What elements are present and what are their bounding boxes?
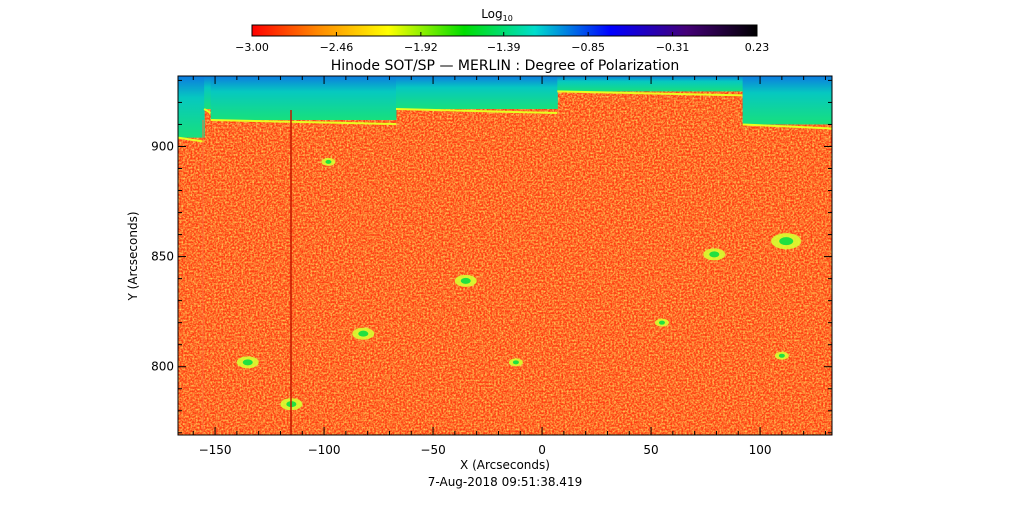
x-tick-label: 50 <box>643 443 658 457</box>
chart-title: Hinode SOT/SP — MERLIN : Degree of Polar… <box>331 58 680 74</box>
y-axis: 800 850 900 <box>151 79 832 434</box>
x-tick-label: −50 <box>420 443 445 457</box>
x-axis: −150 −100 −50 0 50 100 <box>192 76 826 457</box>
colorbar-tick-label: −1.39 <box>487 41 521 54</box>
polarization-patch-core <box>778 353 785 358</box>
limb-edge <box>203 108 212 114</box>
off-limb-segment <box>557 76 744 92</box>
off-limb-segment <box>210 76 397 121</box>
off-limb-segment <box>742 76 832 125</box>
y-tick-label: 800 <box>151 360 174 374</box>
limb-edge <box>742 123 832 130</box>
x-tick-label: 100 <box>749 443 772 457</box>
y-tick-label: 850 <box>151 250 174 264</box>
colorbar-label-main: Log <box>481 7 502 21</box>
colorbar-tick-label: −2.46 <box>320 41 354 54</box>
y-tick-label: 900 <box>151 139 174 153</box>
limb-edge <box>210 119 397 126</box>
polarization-patch-core <box>709 251 720 258</box>
colorbar-tick-label: −0.85 <box>571 41 605 54</box>
timestamp: 7-Aug-2018 09:51:38.419 <box>428 475 582 489</box>
polarization-patch-core <box>242 359 253 366</box>
colorbar-tick-label: −3.00 <box>235 41 269 54</box>
off-limb-segment <box>204 76 212 110</box>
polarization-patch-core <box>325 159 332 164</box>
polarization-patch-core <box>658 320 665 325</box>
y-axis-label: Y (Arcseconds) <box>126 211 140 301</box>
plot-frame <box>177 75 833 436</box>
polarization-patch-core <box>460 277 471 284</box>
colorbar-gradient <box>251 24 758 37</box>
colorbar-label-sub: 10 <box>503 14 513 23</box>
limb-edge <box>178 136 205 143</box>
polarization-patches <box>236 157 802 411</box>
off-limb-segment <box>396 76 558 110</box>
polarization-patch-core <box>512 360 519 365</box>
x-tick-label: −100 <box>308 443 341 457</box>
colorbar-ticks: −3.00 −2.46 −1.92 −1.39 −0.85 −0.31 0.23 <box>235 32 769 54</box>
colorbar-tick-label: −1.92 <box>404 41 438 54</box>
heatmap-texture <box>178 76 832 435</box>
polarization-patch-core <box>779 237 794 246</box>
limb-edge <box>557 90 743 97</box>
colorbar-tick-label: 0.23 <box>745 41 770 54</box>
heatmap-image <box>178 76 832 435</box>
limb-edge <box>395 108 558 115</box>
off-limb-segment <box>178 76 205 138</box>
colorbar-label: Log10 <box>481 7 513 23</box>
x-axis-label: X (Arcseconds) <box>460 458 550 472</box>
x-tick-label: 0 <box>538 443 546 457</box>
colorbar-tick-label: −0.31 <box>656 41 690 54</box>
polarization-patch-core <box>358 330 369 337</box>
off-limb-region <box>178 76 832 143</box>
x-tick-label: −150 <box>199 443 232 457</box>
colorbar: Log10 −3.00 −2.46 −1.92 −1.39 −0.85 −0.31 0.23 <box>235 7 769 54</box>
